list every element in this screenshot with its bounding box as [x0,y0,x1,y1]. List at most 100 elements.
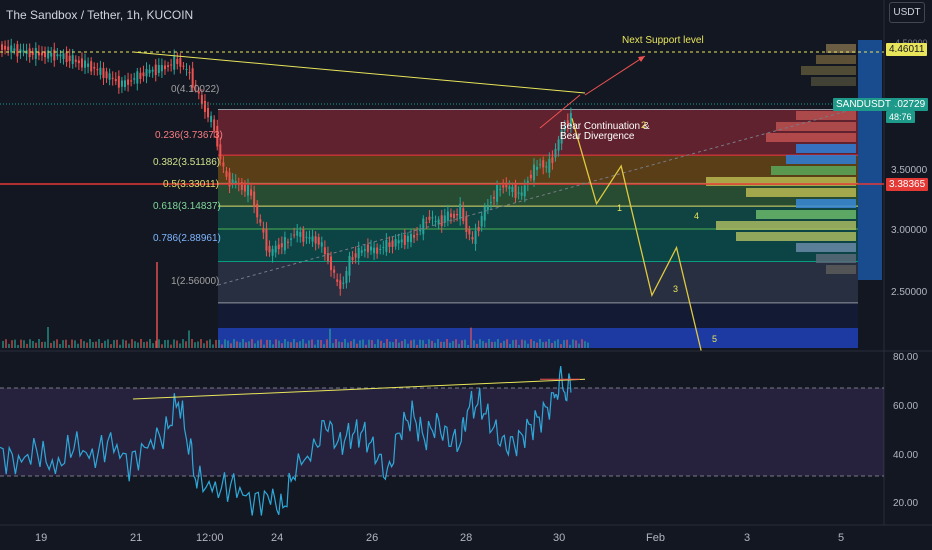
currency-button[interactable]: USDT [889,2,925,23]
volume-bar [8,343,10,348]
volume-bar [557,339,559,348]
candle-body [545,166,548,168]
volume-bar [410,340,412,348]
volume-bar [167,339,169,348]
candle-body [502,185,505,188]
candle-body [127,79,130,85]
volume-bar [156,262,158,348]
volume-bar [305,343,307,348]
candle-body [139,72,142,79]
volume-bar [68,344,70,348]
time-tick: 30 [553,532,566,544]
current-price-tag[interactable]: 4.02729 [886,98,929,111]
volume-bar [521,339,523,348]
divergence-note-line1[interactable]: Bear Continuation & [560,121,650,132]
divergence-marker [539,94,581,129]
divergence-note-line2[interactable]: Bear Divergence [560,131,635,142]
volume-bar [389,341,391,348]
volume-bar [254,343,256,348]
candle-body [446,211,449,221]
candle-body [333,269,336,273]
annotation-overlays[interactable] [0,51,884,351]
candle-body [77,60,80,64]
volume-bar [554,340,556,348]
volume-profile-bar [776,122,856,131]
volume-bar [530,339,532,348]
candle-body [526,180,529,185]
volume-bar [542,342,544,348]
rsi-pane[interactable] [0,366,884,516]
volume-bar [185,341,187,348]
candle-body [462,208,465,222]
candle-body [477,227,480,232]
candle-body [53,49,56,61]
candle-body [459,203,462,220]
candle-body [124,80,126,88]
volume-bar [452,340,454,348]
volume-bar [494,341,496,348]
volume-bar [164,339,166,348]
volume-bar [83,341,85,348]
price-tick: 3.00000 [891,225,928,236]
candle-body [50,52,53,57]
volume-bar [239,342,241,348]
volume-profile-bar [816,254,856,263]
volume-bar [488,339,490,348]
candle-body [326,253,329,261]
candle-body [409,233,412,243]
candle-body [240,182,243,190]
volume-profile-bar [816,55,856,64]
volume-bar [131,339,133,348]
candle-body [323,247,326,255]
volume-bar [158,339,160,348]
volume-bar [119,344,121,348]
candle-body [394,238,397,247]
resistance-price-tag[interactable]: 4.46011 [886,43,928,56]
volume-bar [332,343,334,348]
candle-body [348,255,351,276]
volume-bar [62,340,64,348]
candle-body [157,64,160,74]
volume-bar [104,340,106,348]
volume-bar [395,339,397,348]
volume-bar [53,340,55,348]
fibonacci-retracement[interactable] [218,109,858,348]
candle-body [62,53,65,59]
candle-body [542,160,545,168]
candle-body [277,244,280,250]
candle-body [320,242,323,247]
volume-bar [77,343,79,348]
fib-zone [218,261,858,303]
volume-bar [65,339,67,348]
volume-bar [365,344,367,348]
symbol-tag[interactable]: SANDUSDT [833,98,895,111]
volume-bar [404,339,406,348]
candle-body [228,172,231,187]
time-tick: 5 [838,532,845,544]
volume-bar [56,339,58,348]
candle-body [400,239,403,243]
target-arrow [584,55,646,96]
volume-bar [329,328,331,348]
candle-body [499,189,502,191]
volume-bar [137,342,139,348]
candle-body [13,48,16,51]
volume-bar [59,344,61,348]
next-support-note[interactable]: Next Support level [622,35,704,46]
candle-body [554,148,557,158]
volume-bar [188,330,190,348]
volume-profile-bar [858,40,882,280]
volume-bar [248,341,250,348]
horizontal-level-tag[interactable]: 3.38365 [886,178,929,191]
volume-bar [518,344,520,348]
candle-body [259,219,262,223]
volume-bar [437,339,439,348]
price-tick: 2.50000 [891,287,928,298]
candle-body [286,241,289,243]
volume-bar [92,342,94,348]
price-candles[interactable] [1,38,589,348]
candle-body [339,280,342,289]
candle-body [536,166,539,170]
candle-body [563,126,566,131]
